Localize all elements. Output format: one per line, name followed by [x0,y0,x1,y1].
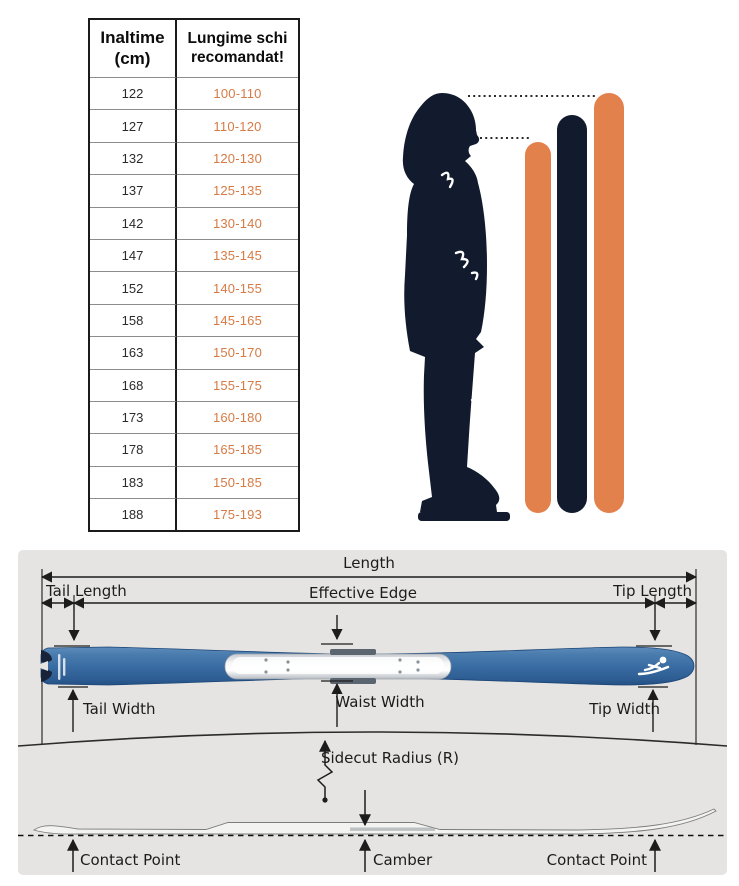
binding-screws [264,658,420,674]
person-ski-height-figure [402,93,624,521]
tail-notch [35,650,52,682]
ski-length-cell: 145-165 [177,303,298,336]
height-cell: 122 [90,77,177,110]
contact-point-right-label: Contact Point [547,851,647,869]
height-cell: 183 [90,465,177,499]
tip-width-label: Tip Width [588,700,660,718]
ski-length-cell: 125-135 [177,174,298,206]
ski-top-view [35,646,695,686]
down-pointer-arrows [54,603,672,647]
tail-width-label: Tail Width [82,700,156,718]
height-cell: 132 [90,141,177,175]
ski-length-cell: 175-193 [177,498,298,530]
ski-length-cell: 120-130 [177,141,298,174]
ski-dimension-diagram-panel: Length Tail Length Effective Edge Tip Le… [18,550,727,875]
effective-edge-label: Effective Edge [309,584,417,602]
table-header-height: Inaltime (cm) [90,20,177,77]
height-cell: 163 [90,336,177,369]
sidecut-arc [18,731,727,747]
contact-point-left-label: Contact Point [80,851,180,869]
ski-length-cell: 140-155 [177,271,298,303]
sidecut-radius-label: Sidecut Radius (R) [321,749,459,767]
height-cell: 127 [90,109,177,142]
height-cell: 188 [90,498,177,531]
ski-base-under-boot [418,512,510,521]
side-view-plate-mark [350,827,435,831]
height-cell: 173 [90,400,177,434]
navy-ski [557,115,587,513]
header-line: Inaltime [100,27,165,47]
header-line: Lungime schi [187,29,288,47]
jacket-accent-marks [440,171,490,433]
height-cell: 158 [90,303,177,337]
short-orange-ski [525,142,551,513]
ski-length-cell: 110-120 [177,109,298,141]
base-annotation-arrows [67,790,661,872]
ski-length-cell: 130-140 [177,206,298,239]
tall-orange-ski [594,93,624,513]
ski-size-table: Inaltime (cm) Lungime schi recomandat! 1… [88,18,300,533]
height-cell: 142 [90,206,177,239]
ski-length-cell: 155-175 [177,368,298,401]
binding-clip-top [330,649,376,655]
height-cell: 147 [90,238,177,272]
ski-length-cell: 150-170 [177,336,298,368]
width-arrows [58,680,668,732]
height-cell: 152 [90,271,177,304]
table-header-ski-length: Lungime schi recomandat! [177,20,298,77]
person-silhouette [402,93,510,521]
camber-label: Camber [373,851,433,869]
length-label: Length [343,554,395,572]
height-cell: 178 [90,433,177,466]
tail-brand-mark [58,654,66,680]
ski-length-cell: 100-110 [177,77,298,109]
waist-width-label: Waist Width [335,693,424,711]
skier-logo [637,656,670,676]
sidecut-radius-arrow [316,739,334,803]
tail-length-label: Tail Length [45,582,127,600]
ski-length-cell: 135-145 [177,238,298,271]
height-cell: 137 [90,174,177,207]
ski-length-cell: 165-185 [177,433,298,465]
header-line: (cm) [114,48,151,68]
ski-side-view [32,808,717,835]
binding-plate-highlight [232,657,444,674]
ski-length-cell: 150-185 [177,465,298,498]
ski-length-cell: 160-180 [177,400,298,433]
ski-dimension-diagram: Length Tail Length Effective Edge Tip Le… [18,554,727,872]
header-line: recomandat! [190,48,285,66]
height-cell: 168 [90,368,177,401]
tip-length-label: Tip Length [612,582,692,600]
